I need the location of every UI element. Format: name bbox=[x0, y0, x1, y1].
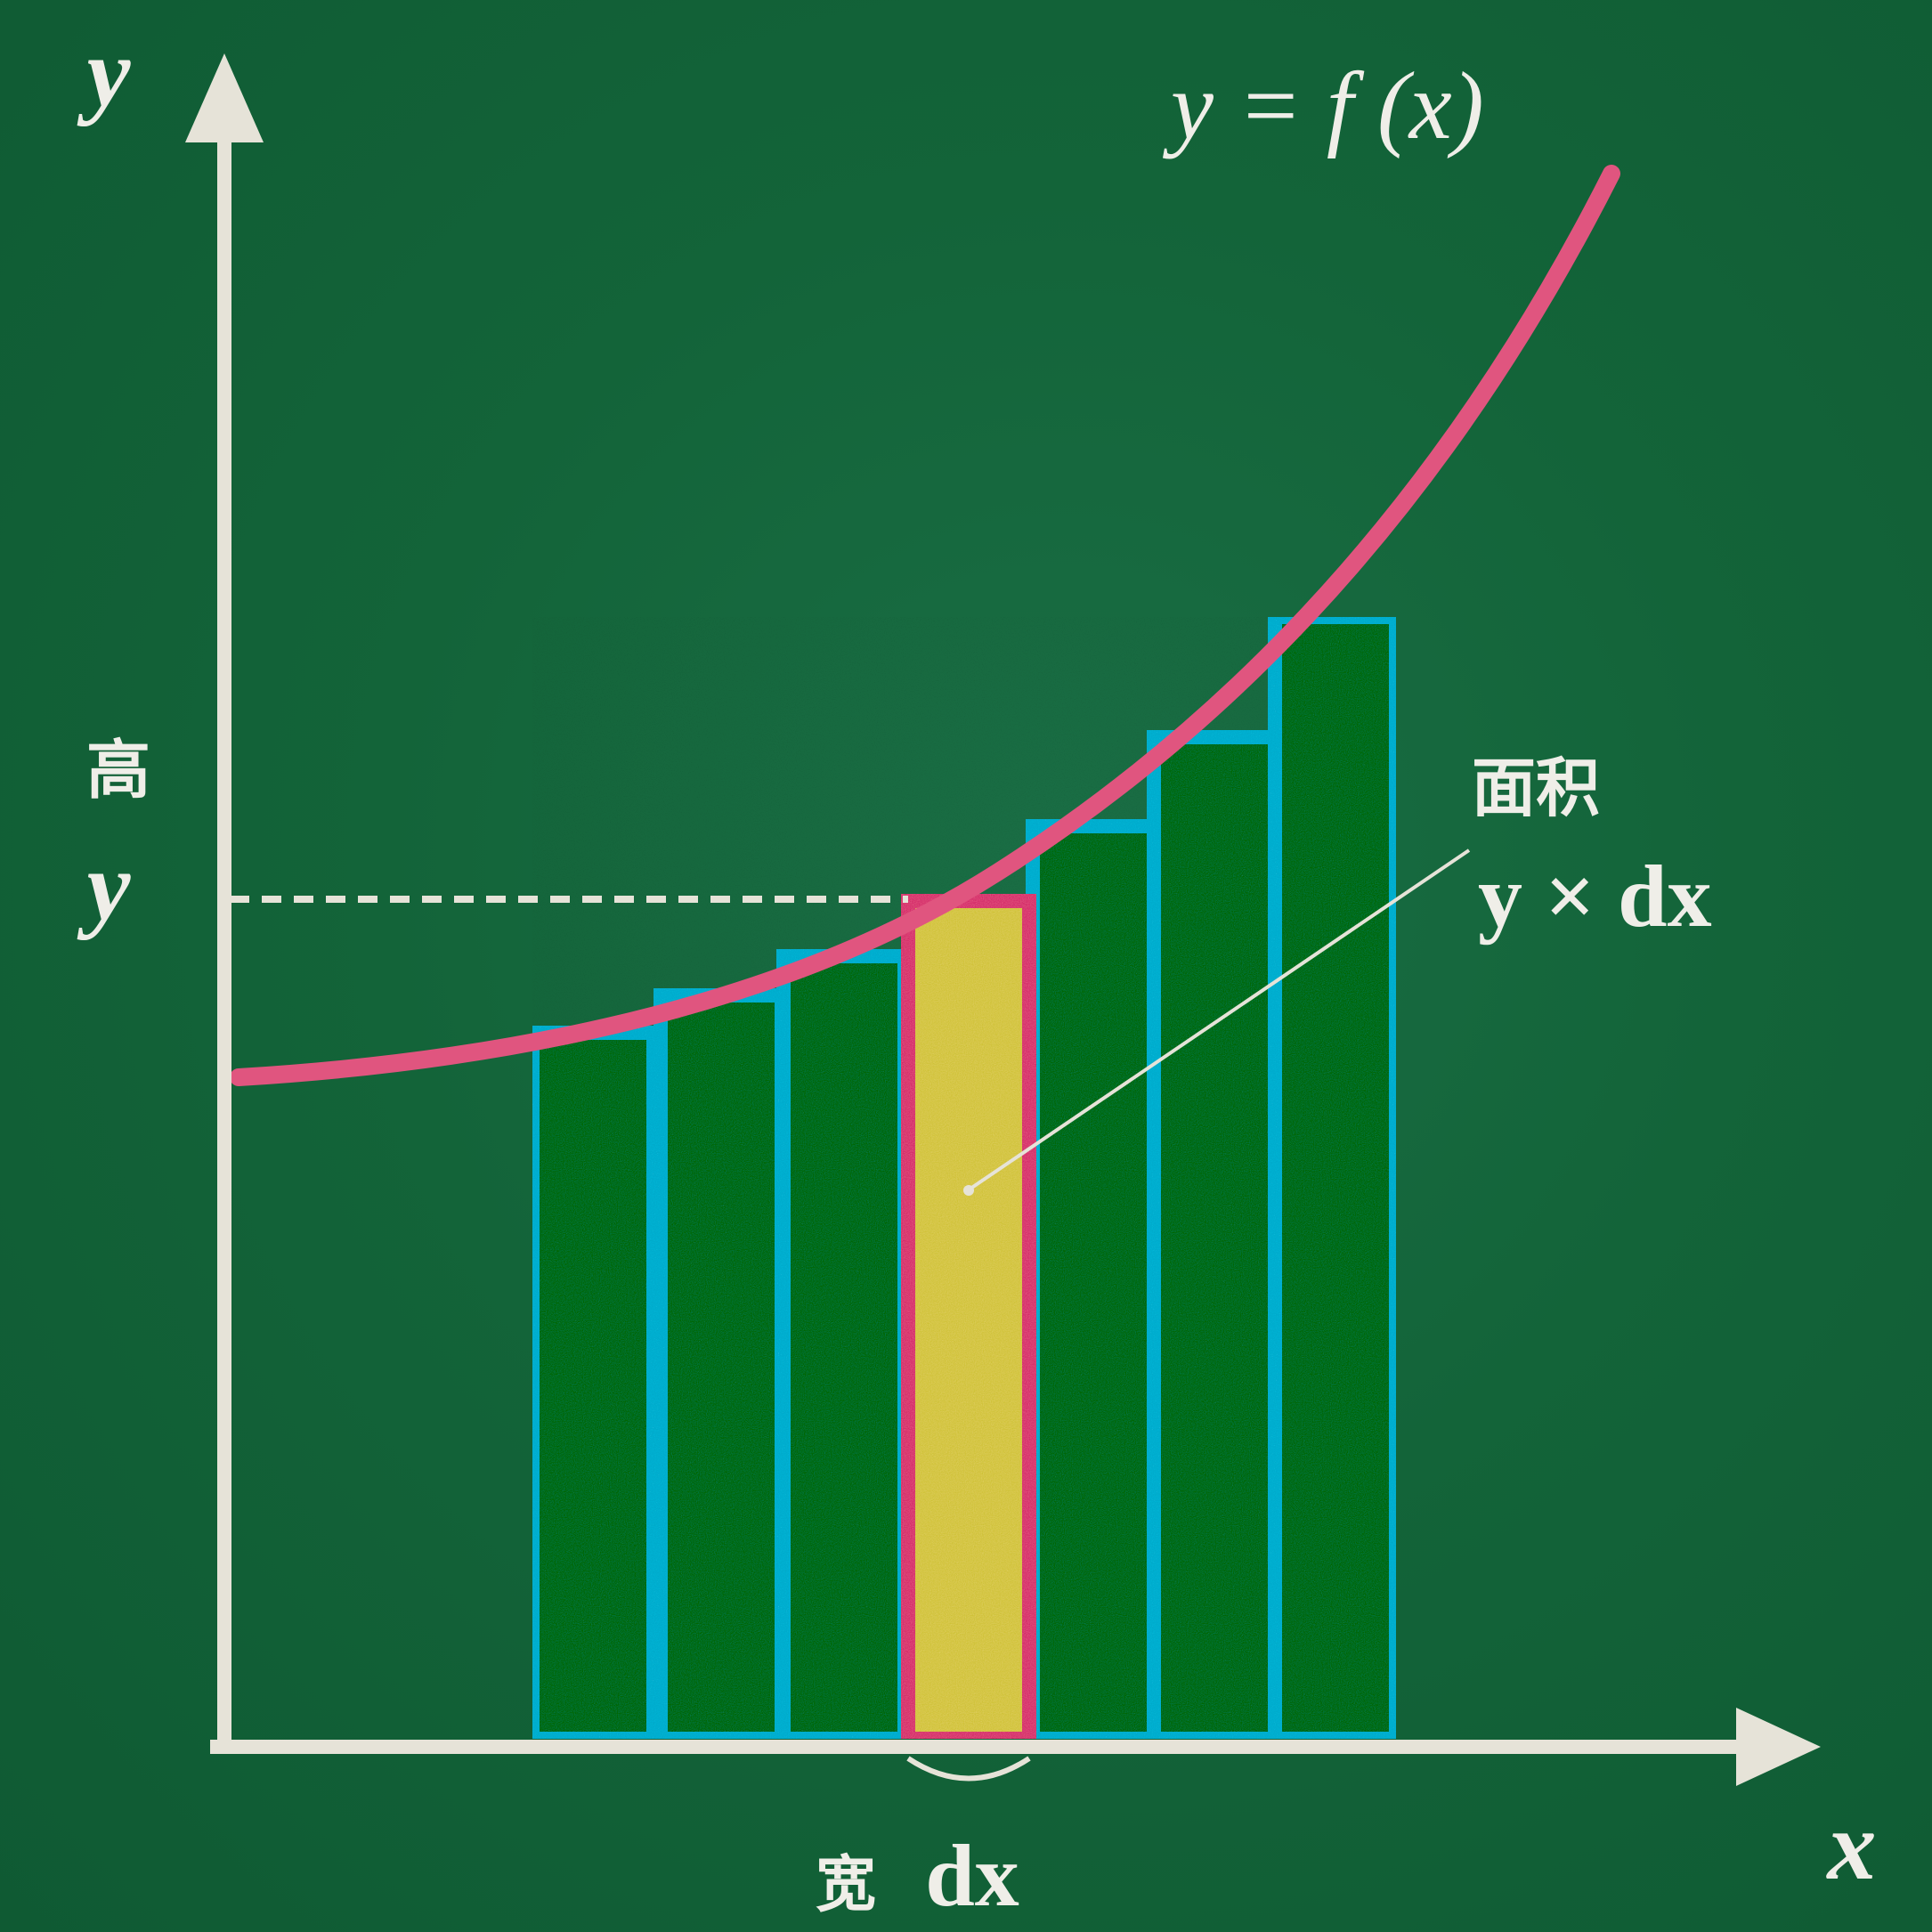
curve-label: y = f (x) bbox=[1162, 53, 1484, 159]
curve-f-x bbox=[230, 165, 1620, 1086]
bar-5 bbox=[1026, 819, 1161, 1746]
y-axis-label: y bbox=[77, 18, 132, 126]
height-var-label: y bbox=[77, 832, 132, 940]
x-axis-arrowhead bbox=[1736, 1708, 1821, 1786]
bar-7 bbox=[1268, 610, 1403, 1746]
width-brace bbox=[906, 1756, 1031, 1782]
y-axis-arrowhead bbox=[185, 53, 264, 142]
width-var-label: dx bbox=[925, 1826, 1019, 1925]
area-pointer-dot bbox=[963, 1185, 974, 1196]
bar-6 bbox=[1147, 730, 1282, 1746]
bar-3 bbox=[776, 949, 912, 1746]
highlighted-bar bbox=[901, 894, 1036, 1746]
area-formula-label: y × dx bbox=[1478, 847, 1712, 946]
area-cjk-label: 面积 bbox=[1472, 751, 1600, 825]
x-axis-label: x bbox=[1826, 1791, 1877, 1900]
bars bbox=[525, 610, 1403, 1746]
height-cjk-label: 高 bbox=[86, 733, 150, 808]
width-cjk-label: 宽 bbox=[816, 1850, 876, 1920]
axes bbox=[185, 53, 1821, 1786]
area-pointer-line bbox=[969, 848, 1471, 1190]
bar-2 bbox=[653, 988, 789, 1746]
bar-1 bbox=[525, 1026, 661, 1746]
